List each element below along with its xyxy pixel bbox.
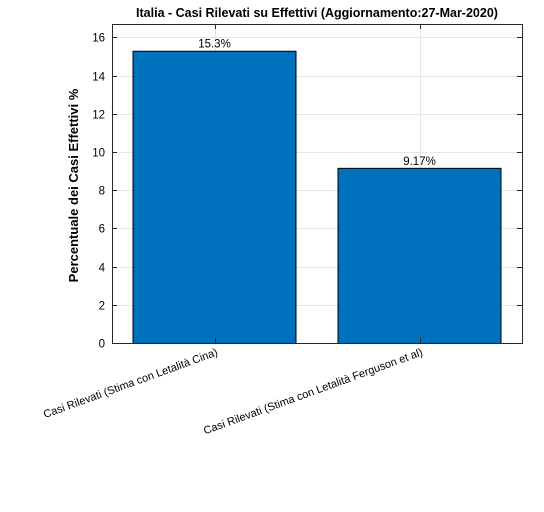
y-tick-label: 4: [99, 263, 106, 275]
bar: [132, 50, 297, 344]
x-axis-category-labels: Casi Rilevati (Stima con Letalità Cina)C…: [42, 347, 425, 438]
data-labels: 15.3% 9.17%: [198, 39, 436, 168]
x-tick-label: Casi Rilevati (Stima con Letalità Fergus…: [202, 347, 424, 438]
y-axis-ticks: 0 2 4 6 8 10 12 14 16: [92, 24, 522, 351]
data-label: 9.17%: [403, 156, 436, 168]
y-tick-label: 6: [99, 224, 105, 236]
bars: [132, 50, 502, 344]
chart-title: Italia - Casi Rilevati su Effettivi (Agg…: [136, 6, 498, 20]
y-tick-label: 16: [92, 33, 105, 45]
y-tick-label: 10: [92, 148, 105, 160]
data-label: 15.3%: [198, 39, 231, 51]
plot-area-border: [112, 24, 523, 344]
y-axis-label: Percentuale dei Casi Effettivi %: [66, 88, 81, 282]
y-tick-label: 8: [99, 186, 105, 198]
y-tick-label: 0: [99, 339, 105, 351]
bar: [337, 167, 502, 344]
x-tick-label: Casi Rilevati (Stima con Letalità Cina): [42, 347, 220, 421]
y-tick-label: 12: [92, 110, 105, 122]
y-tick-label: 2: [99, 301, 105, 313]
y-tick-label: 14: [92, 72, 105, 84]
